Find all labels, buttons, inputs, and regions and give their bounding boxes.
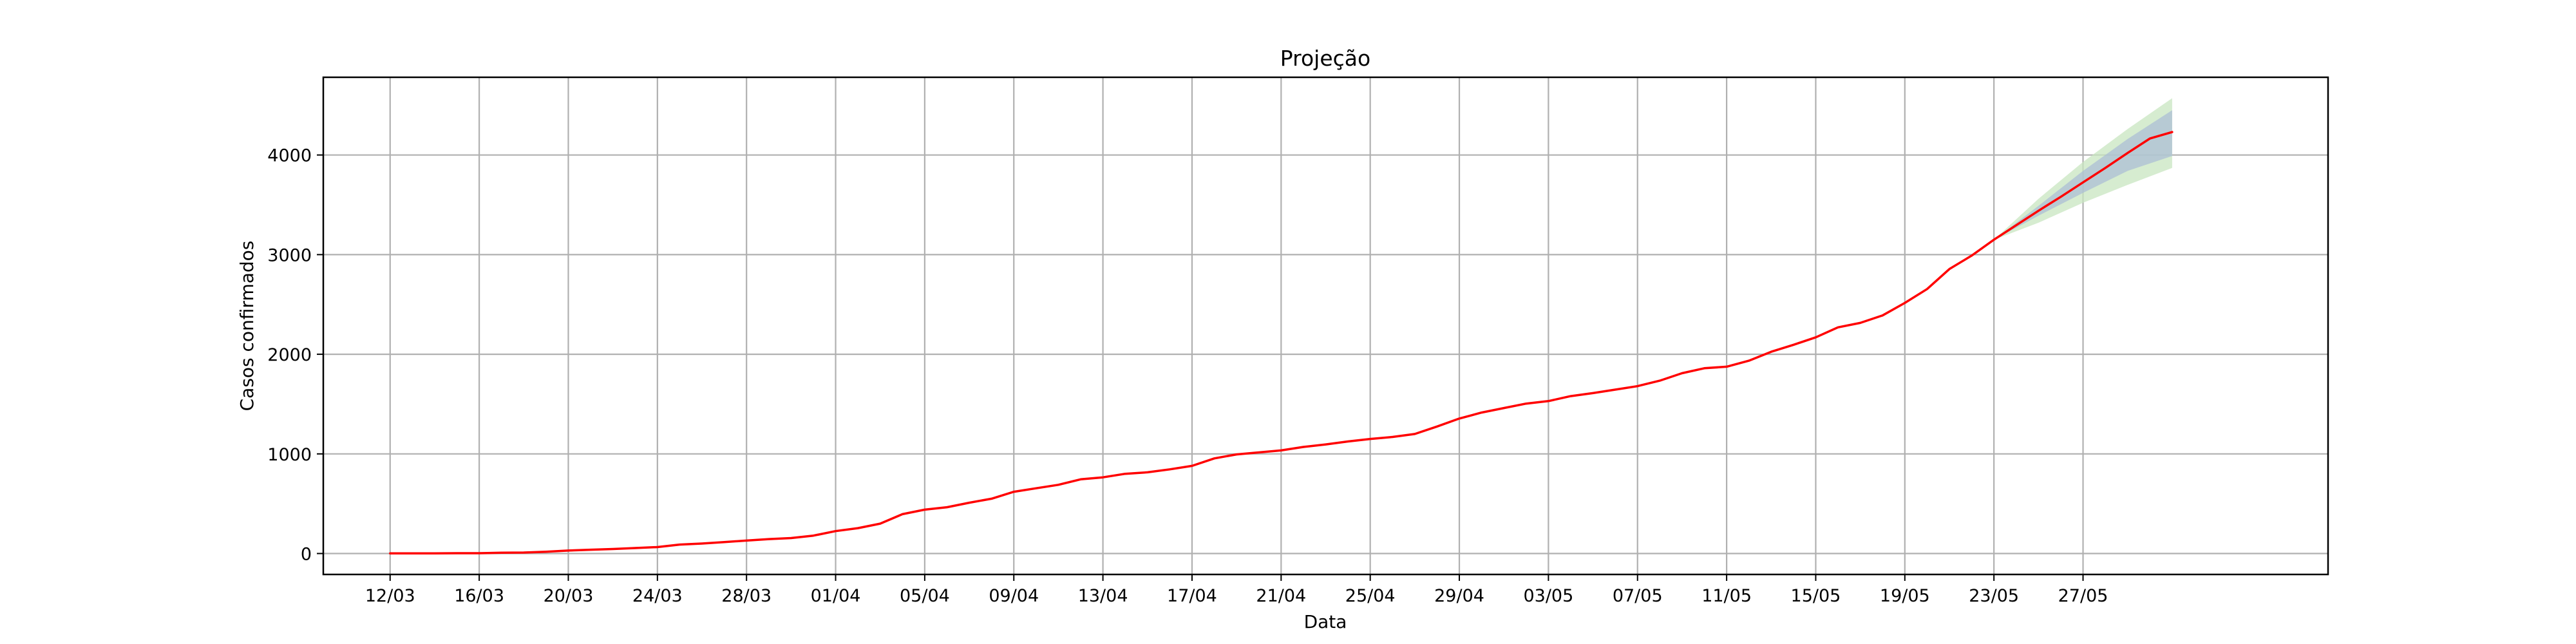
- x-tick-label: 09/04: [989, 586, 1039, 606]
- x-tick-label: 28/03: [721, 586, 772, 606]
- plot-frame: [322, 76, 2329, 576]
- x-tick-label: 27/05: [2058, 586, 2108, 606]
- tick-layer: 12/03 16/03 20/03 24/03 28/03 01/04 05/04 09/04…: [267, 146, 2108, 606]
- y-tick-label: 4000: [267, 146, 312, 166]
- x-tick-label: 25/04: [1345, 586, 1396, 606]
- x-tick-label: 21/04: [1256, 586, 1306, 606]
- chart-title: Projeção: [1280, 46, 1370, 71]
- confidence-band-inner: [1994, 110, 2172, 240]
- x-tick-label: 12/03: [365, 586, 415, 606]
- series-line: [389, 131, 2174, 554]
- x-tick-label: 19/05: [1880, 586, 1930, 606]
- confidence-band-outer: [1994, 98, 2172, 240]
- y-tick-label: 3000: [267, 245, 312, 265]
- grid-layer: [323, 77, 2328, 574]
- y-tick-label: 2000: [267, 345, 312, 365]
- x-tick-label: 05/04: [900, 586, 950, 606]
- y-tick-label: 0: [301, 545, 312, 565]
- x-tick-label: 23/05: [1969, 586, 2019, 606]
- x-tick-label: 17/04: [1167, 586, 1217, 606]
- x-tick-label: 11/05: [1701, 586, 1752, 606]
- x-tick-label: 15/05: [1791, 586, 1841, 606]
- x-tick-label: 20/03: [544, 586, 594, 606]
- x-tick-label: 29/04: [1434, 586, 1484, 606]
- y-axis-label: Casos confirmados: [236, 241, 258, 412]
- x-tick-label: 24/03: [632, 586, 683, 606]
- x-tick-label: 13/04: [1078, 586, 1128, 606]
- series-layer: [389, 131, 2174, 554]
- confidence-bands: [1994, 98, 2172, 240]
- x-tick-label: 03/05: [1523, 586, 1573, 606]
- x-axis-label: Data: [1304, 611, 1347, 632]
- x-tick-label: 01/04: [811, 586, 861, 606]
- x-tick-label: 16/03: [454, 586, 504, 606]
- y-tick-label: 1000: [267, 445, 312, 465]
- x-tick-label: 07/05: [1613, 586, 1663, 606]
